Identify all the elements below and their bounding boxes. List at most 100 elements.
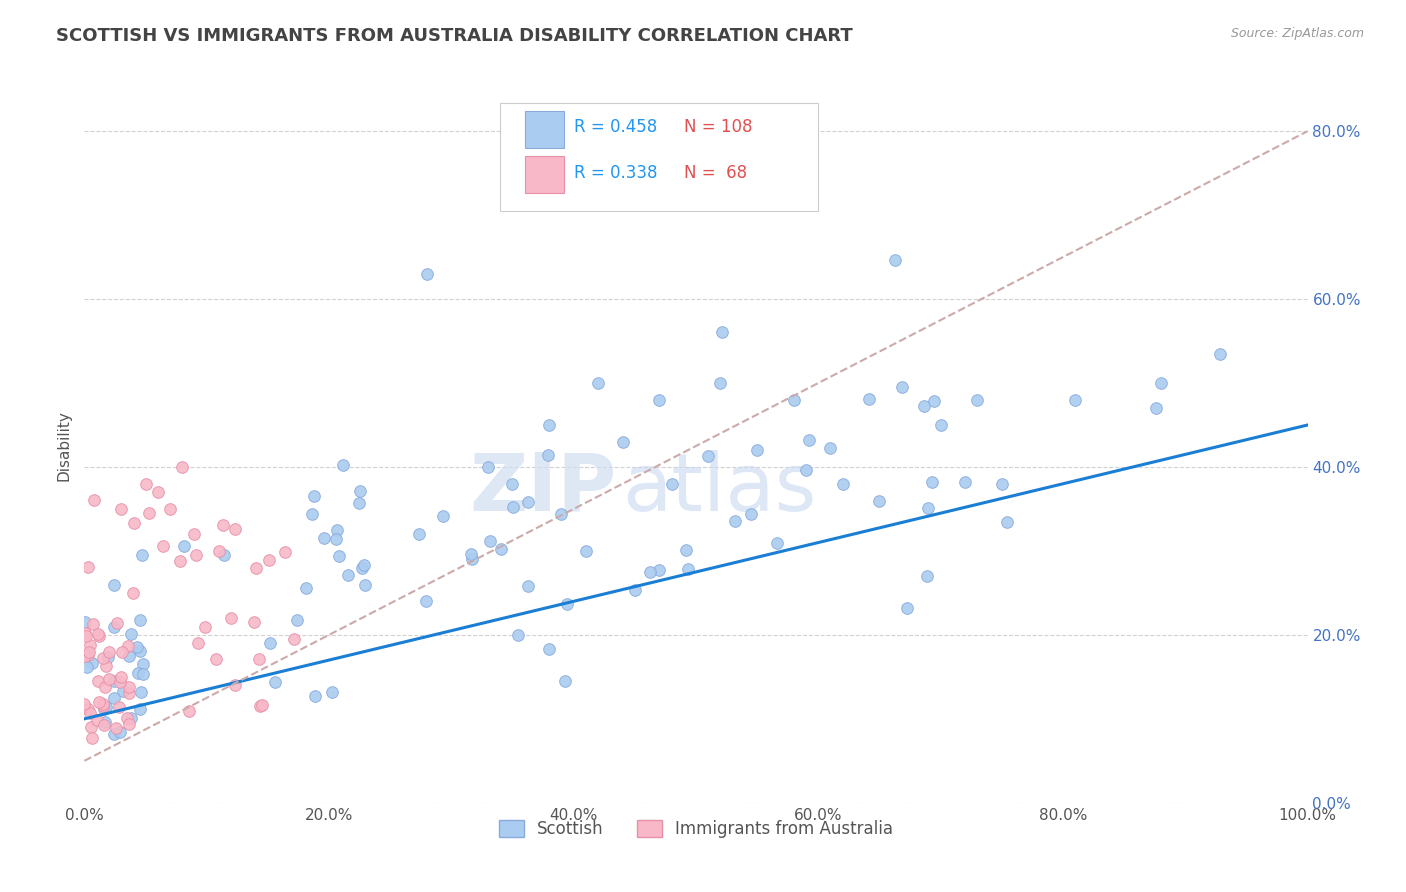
Point [332, 458, 354, 472]
Point [884, 252, 907, 267]
Point [73, 697, 96, 711]
Point [350, 560, 373, 574]
Point [555, 597, 578, 611]
Point [110, 502, 132, 516]
Point [118, 686, 141, 700]
Point [94, 714, 117, 729]
Point [118, 680, 141, 694]
Point [183, 527, 205, 541]
Point [1144, 401, 1167, 415]
Point [152, 540, 174, 554]
Point [224, 678, 246, 692]
Point [105, 722, 128, 736]
Text: R = 0.458: R = 0.458 [574, 118, 657, 136]
Point [80, 721, 103, 735]
Point [917, 500, 939, 515]
Point [108, 725, 131, 739]
Point [257, 553, 280, 567]
Point [128, 613, 150, 627]
Point [73, 648, 96, 663]
Point [1064, 392, 1087, 407]
Point [783, 392, 806, 407]
Point [890, 380, 912, 394]
Point [312, 531, 335, 545]
Point [966, 392, 988, 407]
Point [295, 582, 318, 596]
Point [349, 484, 371, 499]
Point [724, 514, 747, 528]
Point [111, 645, 134, 659]
Point [820, 441, 842, 455]
Point [648, 392, 671, 407]
FancyBboxPatch shape [501, 103, 818, 211]
Point [79, 638, 101, 652]
Text: N =  68: N = 68 [683, 164, 747, 182]
Point [325, 532, 347, 546]
Point [537, 448, 560, 462]
Point [353, 578, 375, 592]
Point [259, 636, 281, 650]
Point [86, 713, 108, 727]
Point [243, 615, 266, 629]
Point [138, 506, 160, 520]
Point [103, 727, 125, 741]
Point [537, 642, 560, 657]
Point [205, 652, 228, 666]
Point [110, 675, 132, 690]
Point [212, 548, 235, 562]
Point [115, 711, 138, 725]
Point [912, 400, 935, 414]
Point [120, 627, 142, 641]
Point [208, 544, 231, 558]
Point [697, 449, 720, 463]
Point [127, 665, 149, 680]
Point [915, 568, 938, 582]
Point [794, 463, 817, 477]
Legend: Scottish, Immigrants from Australia: Scottish, Immigrants from Australia [492, 813, 900, 845]
Point [212, 517, 235, 532]
Point [995, 515, 1018, 529]
Point [304, 489, 326, 503]
Point [94, 659, 117, 673]
Point [924, 394, 946, 409]
Point [127, 640, 149, 655]
Point [132, 657, 155, 672]
Point [219, 611, 242, 625]
Point [131, 685, 153, 699]
Point [517, 494, 540, 508]
Point [1150, 376, 1173, 390]
Point [77, 702, 100, 716]
Text: R = 0.338: R = 0.338 [574, 164, 657, 182]
Point [97, 645, 120, 659]
Point [554, 673, 576, 688]
Point [93, 702, 115, 716]
Point [179, 705, 201, 719]
Point [321, 685, 343, 699]
Point [747, 443, 769, 458]
Point [103, 690, 125, 705]
Text: Source: ZipAtlas.com: Source: ZipAtlas.com [1230, 27, 1364, 40]
Point [283, 632, 305, 646]
Point [250, 698, 273, 713]
Point [575, 543, 598, 558]
Point [273, 545, 295, 559]
Point [647, 564, 669, 578]
Point [96, 650, 118, 665]
Point [550, 507, 572, 521]
Point [765, 536, 787, 550]
Point [107, 700, 129, 714]
Point [353, 558, 375, 572]
Point [105, 616, 128, 631]
Text: SCOTTISH VS IMMIGRANTS FROM AUSTRALIA DISABILITY CORRELATION CHART: SCOTTISH VS IMMIGRANTS FROM AUSTRALIA DI… [56, 27, 853, 45]
Point [502, 476, 524, 491]
Point [247, 652, 270, 666]
Point [83, 492, 105, 507]
Point [586, 376, 609, 390]
Point [172, 460, 194, 475]
Point [432, 509, 454, 524]
Point [75, 629, 97, 643]
Point [709, 376, 731, 390]
Point [110, 670, 132, 684]
Point [94, 681, 117, 695]
Point [129, 702, 152, 716]
